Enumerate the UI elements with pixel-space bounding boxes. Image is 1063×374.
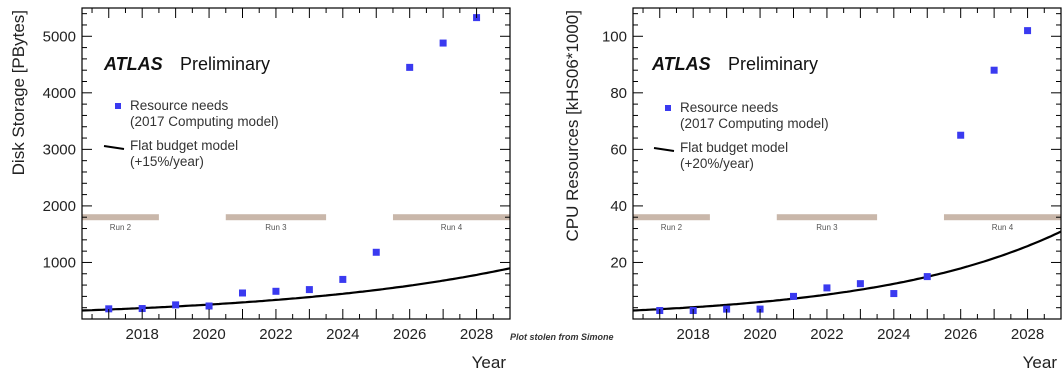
run-label: Run 3 bbox=[816, 223, 838, 232]
y-tick-label: 4000 bbox=[43, 85, 76, 102]
legend-points-sublabel: (2017 Computing model) bbox=[130, 114, 279, 129]
data-point bbox=[923, 273, 931, 281]
data-point bbox=[406, 63, 414, 71]
legend-curve-marker bbox=[103, 145, 125, 150]
run-label: Run 3 bbox=[265, 223, 287, 232]
preliminary-label: Preliminary bbox=[728, 54, 818, 74]
legend-curve-label: Flat budget model bbox=[130, 138, 238, 153]
data-point bbox=[339, 275, 347, 283]
y-tick-label: 2000 bbox=[43, 198, 76, 215]
run-band-3 bbox=[776, 214, 878, 221]
legend-points-sublabel: (2017 Computing model) bbox=[680, 116, 829, 131]
flat-budget-curve bbox=[81, 267, 511, 312]
data-point bbox=[957, 131, 965, 139]
data-point bbox=[305, 286, 313, 294]
y-tick-label: 1000 bbox=[43, 254, 76, 271]
x-tick-label: 2024 bbox=[877, 326, 910, 343]
y-tick-label: 3000 bbox=[43, 141, 76, 158]
data-point bbox=[105, 305, 113, 313]
run-label: Run 4 bbox=[992, 223, 1014, 232]
run-band-2 bbox=[82, 214, 159, 221]
data-point bbox=[990, 66, 998, 74]
legend-curve-label: Flat budget model bbox=[680, 140, 788, 155]
data-point bbox=[439, 39, 447, 47]
data-point bbox=[205, 302, 213, 310]
x-axis-title: Year bbox=[472, 353, 507, 372]
x-tick-label: 2024 bbox=[326, 326, 359, 343]
data-point bbox=[790, 292, 797, 300]
x-tick-label: 2028 bbox=[460, 326, 493, 343]
cpu-resources-chart: Run 2 Run 3 Run 4 2018 2020 2022 2024 2026 2028 2… bbox=[563, 7, 1062, 372]
data-point bbox=[1024, 27, 1032, 35]
x-tick-label: 2028 bbox=[1011, 326, 1044, 343]
atlas-label: ATLAS bbox=[651, 54, 711, 74]
y-tick-label: 40 bbox=[610, 198, 627, 215]
plot-frame bbox=[81, 7, 511, 320]
y-tick-label: 60 bbox=[610, 141, 627, 158]
legend-points-label: Resource needs bbox=[680, 100, 779, 115]
y-axis-title: CPU Resources [kHS06*1000] bbox=[563, 10, 582, 242]
data-point bbox=[138, 305, 146, 313]
disk-storage-chart: Run 2 Run 3 Run 4 2018 2020 2022 2024 2026 2028 1… bbox=[9, 7, 511, 372]
x-axis-title: Year bbox=[1023, 353, 1058, 372]
legend-points-label: Resource needs bbox=[130, 98, 229, 113]
legend-curve-sublabel: (+20%/year) bbox=[680, 156, 754, 171]
y-axis-title: Disk Storage [PBytes] bbox=[9, 10, 28, 175]
y-tick-label: 5000 bbox=[43, 28, 76, 45]
x-tick-label: 2020 bbox=[192, 326, 225, 343]
x-tick-label: 2026 bbox=[393, 326, 426, 343]
run-band-3 bbox=[225, 214, 327, 221]
x-tick-label: 2026 bbox=[944, 326, 977, 343]
data-point bbox=[823, 284, 831, 292]
y-tick-label: 100 bbox=[602, 28, 627, 45]
data-point bbox=[890, 290, 898, 298]
preliminary-label: Preliminary bbox=[180, 54, 270, 74]
x-tick-label: 2022 bbox=[259, 326, 292, 343]
run-band-2 bbox=[633, 214, 710, 221]
data-point bbox=[856, 280, 864, 288]
legend-point-marker bbox=[665, 105, 671, 111]
run-band-4 bbox=[943, 214, 1061, 221]
legend-curve-marker bbox=[653, 147, 675, 152]
y-tick-label: 80 bbox=[610, 85, 627, 102]
run-label: Run 2 bbox=[661, 223, 683, 232]
plot-frame bbox=[632, 7, 1062, 320]
data-point bbox=[272, 287, 280, 295]
legend-curve-sublabel: (+15%/year) bbox=[130, 154, 204, 169]
run-label: Run 2 bbox=[110, 223, 132, 232]
run-label: Run 4 bbox=[441, 223, 463, 232]
flat-budget-curve bbox=[632, 230, 1062, 312]
x-tick-label: 2022 bbox=[810, 326, 843, 343]
data-point bbox=[172, 301, 180, 309]
x-tick-label: 2018 bbox=[126, 326, 159, 343]
run-band-4 bbox=[392, 214, 510, 221]
legend-point-marker bbox=[115, 103, 121, 109]
atlas-label: ATLAS bbox=[103, 54, 163, 74]
data-point bbox=[239, 289, 246, 297]
data-point bbox=[372, 248, 380, 256]
y-tick-label: 20 bbox=[610, 254, 627, 271]
x-tick-label: 2018 bbox=[677, 326, 710, 343]
x-tick-label: 2020 bbox=[743, 326, 776, 343]
credit-note: Plot stolen from Simone bbox=[510, 332, 614, 342]
